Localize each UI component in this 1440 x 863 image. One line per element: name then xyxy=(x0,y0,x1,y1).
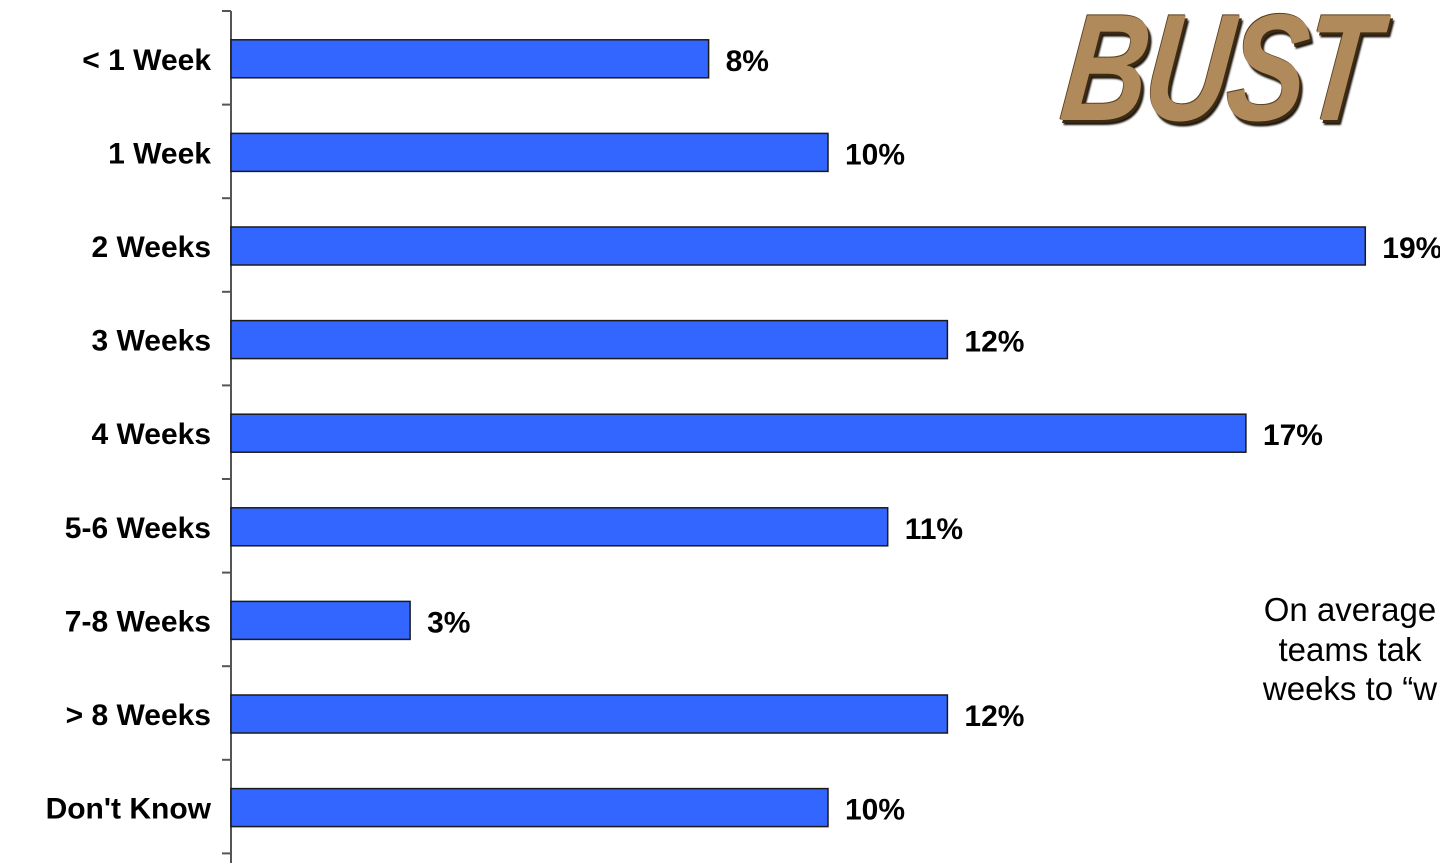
bar xyxy=(230,600,411,641)
category-label: 2 Weeks xyxy=(91,231,211,264)
value-label: 12% xyxy=(964,700,1024,733)
annotation-line-3: weeks to “w xyxy=(1262,670,1438,708)
value-label: 10% xyxy=(845,138,905,171)
annotation-text: On average teams tak weeks to “w xyxy=(1140,590,1440,709)
category-label: 7-8 Weeks xyxy=(65,605,211,638)
bar xyxy=(230,787,829,828)
value-label: 19% xyxy=(1382,232,1440,265)
bar xyxy=(230,694,949,734)
bar xyxy=(230,226,1367,266)
category-label: 3 Weeks xyxy=(91,325,211,358)
category-label: 5-6 Weeks xyxy=(65,512,211,545)
bar xyxy=(230,319,949,360)
category-label: > 8 Weeks xyxy=(66,699,211,732)
category-label: 1 Week xyxy=(108,137,211,170)
logo: BUST xyxy=(1054,0,1384,153)
category-label: 4 Weeks xyxy=(91,418,211,451)
value-labels: 8% 10% 19% 12% 17% 11% 3% 12% 10% xyxy=(427,45,1440,827)
category-labels: < 1 Week 1 Week 2 Weeks 3 Weeks 4 Weeks 5-6 W… xyxy=(46,44,212,826)
category-axis xyxy=(222,10,232,863)
value-label: 17% xyxy=(1263,419,1323,452)
category-label: < 1 Week xyxy=(82,44,211,77)
bar-series xyxy=(230,39,1367,828)
category-label: Don't Know xyxy=(46,793,212,826)
bar xyxy=(230,39,710,79)
bar xyxy=(230,413,1247,453)
value-label: 11% xyxy=(905,513,963,546)
value-label: 3% xyxy=(427,606,470,639)
annotation-line-2: teams tak xyxy=(1278,630,1422,668)
value-label: 10% xyxy=(845,794,905,827)
value-label: 12% xyxy=(964,326,1024,359)
bar xyxy=(230,507,889,547)
annotation-line-1: On average xyxy=(1263,591,1437,628)
bar xyxy=(230,132,829,173)
value-label: 8% xyxy=(726,45,769,78)
